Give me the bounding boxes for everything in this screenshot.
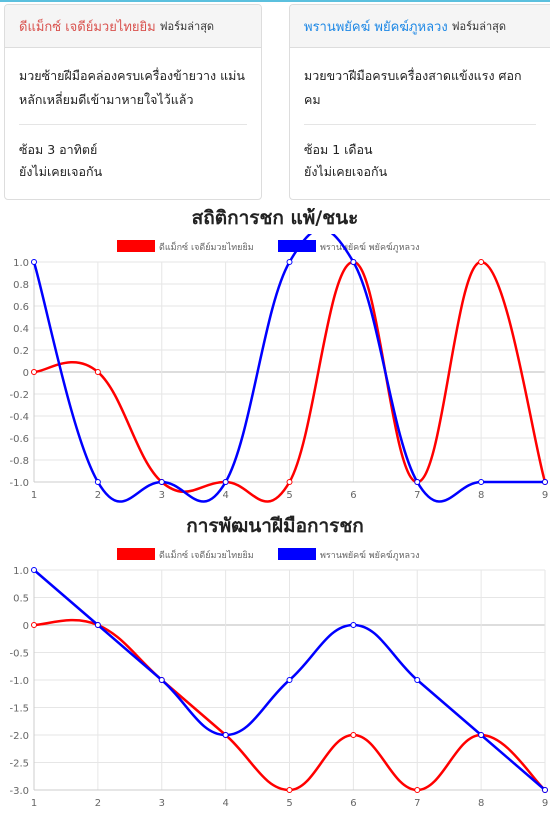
y-tick-label: -0.2	[9, 390, 29, 401]
x-tick-label: 4	[222, 798, 228, 809]
data-point	[286, 259, 293, 265]
y-tick-label: 0.5	[13, 594, 29, 605]
y-tick-label: -0.5	[9, 649, 29, 660]
y-tick-label: 0.8	[13, 280, 29, 291]
recent-form-label: ฟอร์มล่าสุด	[159, 20, 215, 33]
data-point	[542, 479, 548, 485]
data-point	[286, 677, 293, 683]
data-point	[31, 567, 37, 573]
data-point	[94, 369, 101, 375]
y-tick-label: 0	[23, 368, 29, 379]
fighter-description: มวยซ้ายฝีมือคล่องครบเครื่องข้ายวาง แม่นห…	[19, 68, 245, 107]
data-point	[478, 479, 485, 485]
data-point	[31, 259, 37, 265]
data-point	[31, 369, 37, 375]
training-duration: ซ้อม 3 อาทิตย์	[19, 142, 98, 157]
x-tick-label: 9	[542, 798, 548, 809]
legend-label: ดีแม็กซ์ เจดีย์มวยไทยยิม	[159, 240, 254, 253]
y-tick-label: -1.0	[9, 478, 29, 489]
x-tick-label: 6	[350, 798, 356, 809]
top-accent-line	[0, 0, 550, 2]
x-tick-label: 8	[478, 798, 484, 809]
y-tick-label: 0	[23, 621, 29, 632]
x-tick-label: 3	[159, 798, 165, 809]
chart-title: การพัฒนาฝีมือการชก	[186, 515, 364, 537]
fighter-card-right: พรานพยัคฆ์ พยัคฆ์ภูหลวง ฟอร์มล่าสุด มวยข…	[289, 4, 550, 200]
x-tick-label: 1	[31, 798, 37, 809]
data-point	[414, 677, 421, 683]
x-tick-label: 9	[542, 490, 548, 501]
win-loss-chart: ดีแม็กซ์ เจดีย์มวยไทยยิม พรานพยัคฆ์ พยัคฆ…	[9, 234, 548, 503]
data-point	[286, 787, 293, 793]
x-tick-label: 7	[414, 798, 420, 809]
fighter-card-header: พรานพยัคฆ์ พยัคฆ์ภูหลวง ฟอร์มล่าสุด	[290, 5, 550, 48]
x-tick-label: 2	[95, 798, 101, 809]
x-tick-label: 3	[159, 490, 165, 501]
series-line	[33, 260, 547, 503]
fighter-card-left: ดีแม็กซ์ เจดีย์มวยไทยยิม ฟอร์มล่าสุด มวย…	[4, 4, 262, 200]
data-point	[350, 732, 357, 738]
data-point	[222, 732, 229, 738]
fighter-name[interactable]: พรานพยัคฆ์ พยัคฆ์ภูหลวง	[304, 19, 448, 35]
legend-swatch	[278, 240, 316, 252]
legend-swatch	[117, 240, 155, 252]
fighter-description: มวยขวาฝีมือครบเครื่องสาดแข้งแรง ศอกคม	[304, 68, 522, 107]
legend-label: ดีแม็กซ์ เจดีย์มวยไทยยิม	[159, 548, 254, 561]
x-tick-label: 6	[350, 490, 356, 501]
skill-development-chart: ดีแม็กซ์ เจดีย์มวยไทยยิม พรานพยัคฆ์ พยัคฆ…	[9, 548, 548, 809]
data-point	[158, 479, 165, 485]
x-tick-label: 4	[222, 490, 228, 501]
y-tick-label: -0.4	[9, 412, 29, 423]
data-point	[350, 622, 357, 628]
x-tick-label: 7	[414, 490, 420, 501]
data-point	[350, 259, 357, 265]
series-line	[32, 234, 545, 503]
y-tick-label: -3.0	[9, 786, 29, 797]
x-tick-label: 8	[478, 490, 484, 501]
y-tick-label: -1.0	[9, 676, 29, 687]
data-point	[414, 787, 421, 793]
data-point	[94, 622, 101, 628]
data-point	[31, 622, 37, 628]
data-point	[478, 732, 485, 738]
data-point	[286, 479, 293, 485]
y-tick-label: 1.0	[13, 566, 29, 577]
x-tick-label: 5	[286, 798, 292, 809]
recent-form-label: ฟอร์มล่าสุด	[451, 20, 507, 33]
legend-swatch	[278, 548, 316, 560]
y-tick-label: -0.8	[9, 456, 29, 467]
legend-label: พรานพยัคฆ์ พยัคฆ์ภูหลวง	[320, 549, 419, 561]
y-tick-label: -2.0	[9, 731, 29, 742]
x-tick-label: 5	[286, 490, 292, 501]
y-tick-label: 0.2	[13, 346, 29, 357]
y-tick-label: 1.0	[13, 258, 29, 269]
divider	[19, 124, 247, 125]
head-to-head: ยังไม่เคยเจอกัน	[19, 164, 103, 179]
data-point	[158, 677, 165, 683]
x-tick-label: 2	[95, 490, 101, 501]
data-point	[478, 259, 485, 265]
fighter-card-header: ดีแม็กซ์ เจดีย์มวยไทยยิม ฟอร์มล่าสุด	[5, 5, 261, 48]
data-point	[94, 479, 101, 485]
data-point	[222, 479, 229, 485]
y-tick-label: -2.5	[9, 759, 29, 770]
legend-swatch	[117, 548, 155, 560]
y-tick-label: 0.4	[13, 324, 29, 335]
training-duration: ซ้อม 1 เดือน	[304, 142, 373, 157]
data-point	[542, 787, 548, 793]
fighter-name[interactable]: ดีแม็กซ์ เจดีย์มวยไทยยิม	[19, 19, 156, 35]
y-tick-label: 0.6	[13, 302, 29, 313]
legend-label: พรานพยัคฆ์ พยัคฆ์ภูหลวง	[320, 241, 419, 253]
chart-title: สถิติการชก แพ้/ชนะ	[191, 207, 359, 229]
y-tick-label: -0.6	[9, 434, 29, 445]
data-point	[414, 479, 421, 485]
series-line	[33, 618, 546, 792]
head-to-head: ยังไม่เคยเจอกัน	[304, 164, 388, 179]
y-tick-label: -1.5	[9, 704, 29, 715]
x-tick-label: 1	[31, 490, 37, 501]
divider	[304, 124, 536, 125]
